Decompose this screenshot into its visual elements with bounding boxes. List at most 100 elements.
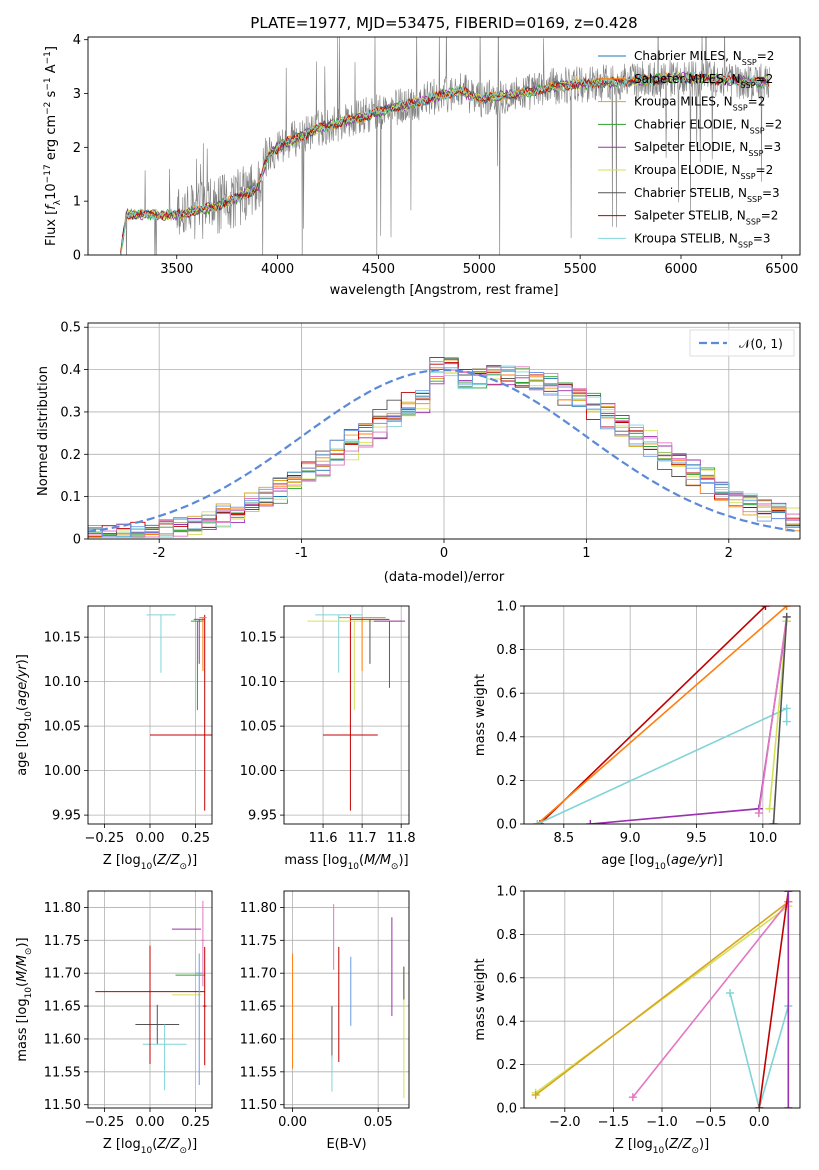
label-part: ( xyxy=(359,853,364,868)
y-tick-label: 0.6 xyxy=(496,687,517,702)
label-part: )] xyxy=(713,853,723,868)
panel-mass-weight-vs-age: 8.5 9.0 9.5 10.0 0.0 0.2 0.4 0.6 0.8 1.0 age [log1… xyxy=(473,600,801,872)
y-tick-label: 0.8 xyxy=(496,643,517,658)
axes-frame xyxy=(87,322,801,540)
legend-label-main: Kroupa MILES, N xyxy=(634,95,733,109)
plot-area xyxy=(95,900,207,1091)
label-part: Z [log xyxy=(103,853,141,868)
legend-label-tail: =3 xyxy=(763,140,781,154)
y-tick-label: 0.4 xyxy=(496,730,517,745)
label-part: Z/Z xyxy=(156,1137,180,1152)
label-part: −17 xyxy=(43,164,53,183)
y-tick-label: 0 xyxy=(73,533,81,548)
x-tick-label: −1.5 xyxy=(598,1115,630,1130)
series-marker xyxy=(782,704,791,713)
legend-label-sub: SSP xyxy=(746,217,761,226)
x-tick-label: 0.25 xyxy=(181,1115,210,1130)
series-line-4 xyxy=(758,891,790,1108)
series-line-2 xyxy=(536,707,788,824)
label-part: ⊙ xyxy=(691,1146,699,1156)
label-part: ( xyxy=(15,706,30,711)
data-point-4 xyxy=(193,618,205,664)
y-axis-label: Normed distribution xyxy=(36,366,51,496)
label-part: mass [log xyxy=(284,853,347,868)
label-part: mass [log xyxy=(15,998,30,1061)
label-part: f xyxy=(44,203,59,210)
panel-mass-weight-vs-Z: −2.0 −1.5 −1.0 −0.5 0.0 0.0 0.2 0.4 0.6 0.8 1.0 Z [… xyxy=(473,885,801,1156)
label-part: ⊙ xyxy=(24,948,34,956)
y-tick-label: 0.8 xyxy=(496,928,517,943)
label-part: M/M xyxy=(15,955,30,982)
y-tick-label: 10.15 xyxy=(44,631,81,646)
plot-area xyxy=(88,357,800,539)
x-tick-label: 5500 xyxy=(564,262,597,277)
x-axis-label: mass [log10(M/M⊙)] xyxy=(284,853,408,872)
label-part: )] xyxy=(15,654,30,664)
legend-label-tail: =2 xyxy=(756,163,774,177)
data-point-3 xyxy=(199,617,207,671)
x-tick-label: 0.0 xyxy=(749,1115,770,1130)
label-part: −2 xyxy=(43,102,53,115)
plot-area xyxy=(531,891,793,1108)
label-part: ⊙ xyxy=(391,862,399,872)
series-marker xyxy=(782,717,791,726)
series-marker xyxy=(784,891,793,895)
x-tick-label: −2.0 xyxy=(549,1115,581,1130)
y-tick-label: 0.4 xyxy=(496,1015,517,1030)
label-part: )] xyxy=(187,1137,197,1152)
label-part: Z [log xyxy=(103,1137,141,1152)
chart-title: PLATE=1977, MJD=53475, FIBERID=0169, z=0… xyxy=(250,14,637,32)
y-tick-label: 11.65 xyxy=(44,1000,81,1015)
legend-label: Chabrier MILES, NSSP=2 xyxy=(634,49,774,67)
y-tick-label: 2 xyxy=(73,141,81,156)
axes-frame xyxy=(283,605,410,825)
y-tick-label: 0.4 xyxy=(60,363,81,378)
x-tick-label: 0 xyxy=(440,546,448,561)
y-tick-label: 0.6 xyxy=(496,971,517,986)
data-point-1 xyxy=(150,614,212,811)
data-point-6 xyxy=(195,953,203,1085)
y-tick-label: 10.15 xyxy=(240,631,277,646)
data-point-0 xyxy=(146,614,176,673)
y-tick-label: 1.0 xyxy=(496,600,517,615)
legend-label-main: Kroupa STELIB, N xyxy=(634,231,738,245)
label-part: )] xyxy=(187,853,197,868)
label-part: age/yr xyxy=(671,853,714,868)
series-marker xyxy=(761,606,770,610)
x-axis-label: age [log10(age/yr)] xyxy=(601,853,723,872)
y-tick-label: 4 xyxy=(73,33,81,48)
y-tick-label: 0.5 xyxy=(60,321,81,336)
y-tick-label: 10.10 xyxy=(44,675,81,690)
series-line-6 xyxy=(772,616,788,824)
plot-area xyxy=(533,606,791,824)
y-tick-label: 0.0 xyxy=(496,1102,517,1117)
y-tick-label: 0.2 xyxy=(496,1058,517,1073)
series-line-0 xyxy=(539,606,767,824)
legend-label-main: Salpeter STELIB, N xyxy=(634,209,746,223)
label-part: age [log xyxy=(15,723,30,776)
x-tick-label: -2 xyxy=(153,546,166,561)
x-tick-label: 0.00 xyxy=(136,831,165,846)
legend-label: Salpeter STELIB, NSSP=2 xyxy=(634,209,778,227)
legend-label: Kroupa MILES, NSSP=2 xyxy=(634,95,765,113)
panel-residual-histogram: -2 -1 0 1 2 0 0.1 0.2 0.3 0.4 0.5 (data-model)/erro… xyxy=(36,321,801,585)
legend-label-main: Chabrier STELIB, N xyxy=(634,186,747,200)
panel-spectrum: 3500 4000 4500 5000 5500 6000 6500 0 1 2 3 4 PLATE=1… xyxy=(43,14,801,298)
data-point-4 xyxy=(373,620,406,688)
y-tick-label: 11.75 xyxy=(240,934,277,949)
y-tick-label: 11.65 xyxy=(240,1000,277,1015)
label-part: 10 xyxy=(653,1146,665,1156)
series-line-2 xyxy=(632,901,789,1098)
label-part: s xyxy=(44,90,59,101)
y-tick-label: 3 xyxy=(73,87,81,102)
x-axis-label: (data-model)/error xyxy=(384,570,505,585)
legend-label-sub: SSP xyxy=(733,103,748,112)
label-part: −1 xyxy=(43,77,53,90)
x-axis-label: Z [log10(Z/Z⊙)] xyxy=(103,853,197,872)
y-axis-label: mass weight xyxy=(473,958,488,1040)
legend-box xyxy=(689,329,795,357)
legend: 𝒩(0, 1) xyxy=(689,329,795,357)
x-tick-label: 0.25 xyxy=(181,831,210,846)
label-part: 10 xyxy=(141,1146,153,1156)
